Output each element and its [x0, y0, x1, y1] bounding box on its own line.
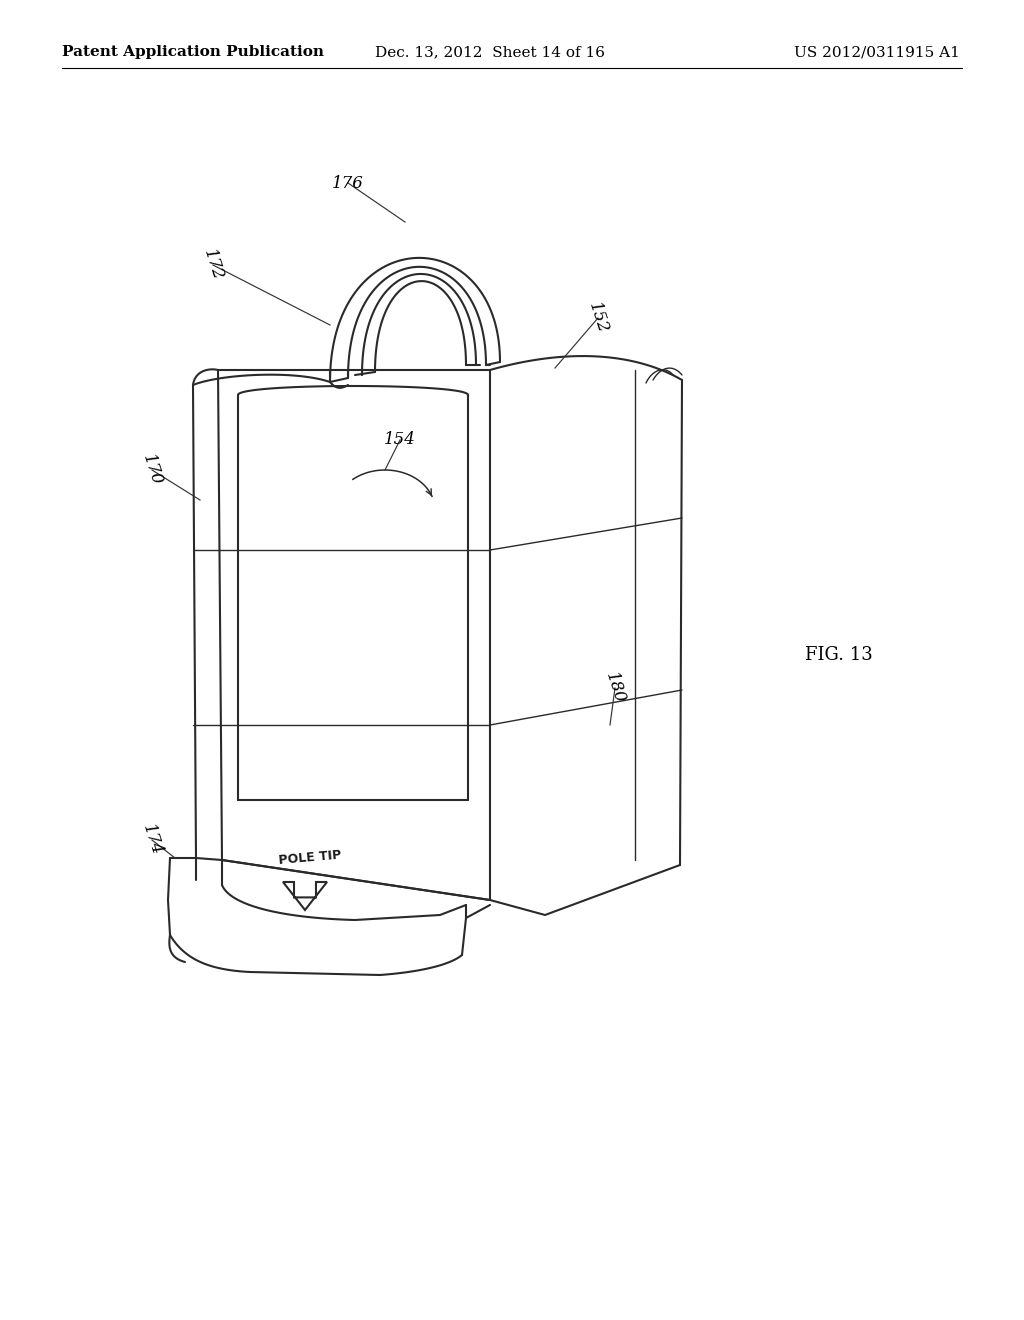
Text: 170: 170 — [139, 453, 165, 488]
Polygon shape — [283, 882, 327, 909]
Text: 176: 176 — [332, 174, 364, 191]
Text: POLE TIP: POLE TIP — [279, 849, 342, 867]
Text: FIG. 13: FIG. 13 — [805, 645, 872, 664]
Text: 154: 154 — [384, 432, 416, 449]
Text: 180: 180 — [602, 671, 628, 706]
Text: Patent Application Publication: Patent Application Publication — [62, 45, 324, 59]
Text: US 2012/0311915 A1: US 2012/0311915 A1 — [795, 45, 961, 59]
Text: Dec. 13, 2012  Sheet 14 of 16: Dec. 13, 2012 Sheet 14 of 16 — [375, 45, 605, 59]
Text: 152: 152 — [585, 300, 611, 335]
Text: 174: 174 — [139, 822, 165, 858]
Text: 172: 172 — [200, 247, 226, 282]
